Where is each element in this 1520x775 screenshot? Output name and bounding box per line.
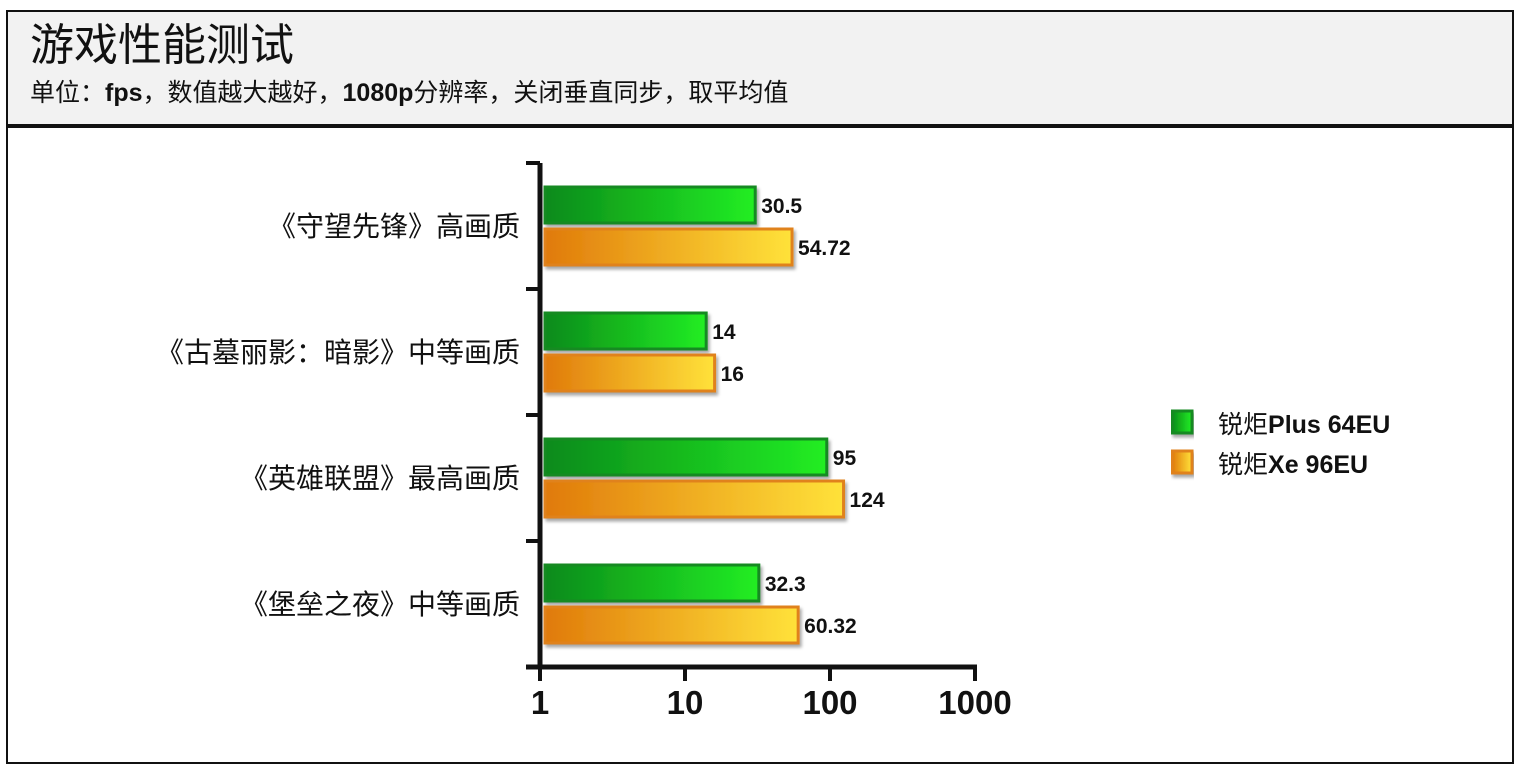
subtitle-resolution: 1080p	[342, 79, 414, 107]
labels: 《守望先锋》高画质 30.5 54.72 《古墓丽影：暗影》中等画质 14 16 《英雄联盟…	[156, 195, 885, 638]
category-label: 《古墓丽影：暗影》中等画质	[156, 336, 520, 369]
axes: 1 10 100 1000	[526, 161, 1012, 721]
data-label: 30.5	[761, 195, 802, 218]
x-tick-label: 10	[667, 684, 704, 721]
category-label: 《英雄联盟》最高画质	[240, 462, 520, 495]
subtitle-unit: fps	[105, 79, 143, 107]
data-label: 32.3	[765, 573, 806, 596]
subtitle-part: ，数值越大越好，	[142, 78, 343, 107]
data-label: 54.72	[798, 237, 851, 260]
bar-series-1	[543, 311, 708, 351]
chart-header: 游戏性能测试 单位：fps，数值越大越好，1080p分辨率，关闭垂直同步，取平均…	[8, 12, 1512, 128]
category-label: 《堡垒之夜》中等画质	[240, 588, 520, 621]
data-label: 14	[712, 321, 736, 344]
bar-series-2	[543, 605, 800, 645]
subtitle-part: 单位：	[30, 78, 106, 107]
bar-series-2	[543, 227, 794, 267]
data-label: 16	[721, 363, 744, 386]
legend: 锐炬Plus 64EU 锐炬Xe 96EU	[1170, 409, 1390, 479]
chart-title: 游戏性能测试	[30, 20, 294, 71]
category-label: 《守望先锋》高画质	[268, 210, 520, 243]
x-tick-label: 1	[531, 684, 549, 721]
bar-series-1	[543, 185, 757, 225]
data-label: 60.32	[804, 615, 857, 638]
x-tick-label: 100	[802, 684, 857, 721]
legend-label: 锐炬Plus 64EU	[1218, 410, 1390, 439]
data-label: 95	[833, 447, 857, 470]
bar-series-1	[543, 563, 761, 603]
chart-subtitle: 单位：fps，数值越大越好，1080p分辨率，关闭垂直同步，取平均值	[30, 76, 788, 110]
bars	[543, 185, 846, 645]
bar-series-2	[543, 353, 717, 393]
legend-swatch-series-2	[1170, 449, 1194, 475]
data-label: 124	[850, 489, 885, 512]
legend-label: 锐炬Xe 96EU	[1218, 450, 1368, 479]
bar-series-2	[543, 479, 846, 519]
bar-series-1	[543, 437, 829, 477]
x-tick-label: 1000	[938, 684, 1011, 721]
legend-swatch-series-1	[1170, 409, 1194, 435]
subtitle-part: 分辨率，关闭垂直同步，取平均值	[413, 78, 789, 107]
